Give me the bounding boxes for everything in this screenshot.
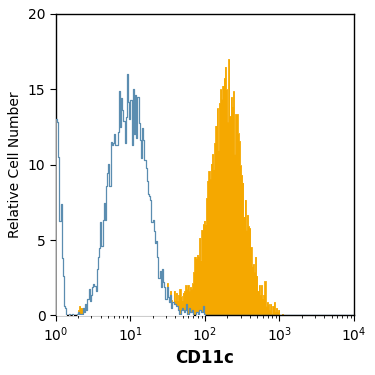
- Y-axis label: Relative Cell Number: Relative Cell Number: [8, 92, 22, 238]
- X-axis label: CD11c: CD11c: [176, 349, 234, 367]
